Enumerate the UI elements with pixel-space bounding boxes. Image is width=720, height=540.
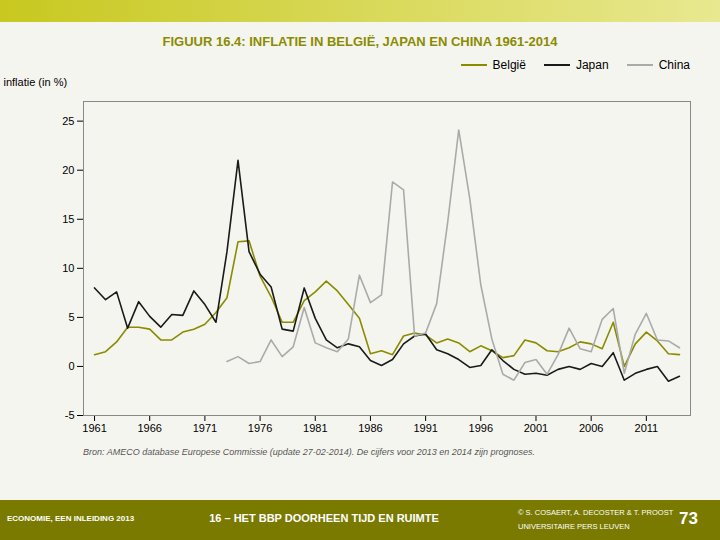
svg-text:20: 20 bbox=[62, 164, 74, 176]
svg-text:15: 15 bbox=[62, 213, 74, 225]
svg-text:1986: 1986 bbox=[358, 422, 382, 434]
svg-text:-5: -5 bbox=[65, 409, 75, 421]
svg-text:2001: 2001 bbox=[524, 422, 548, 434]
svg-text:1961: 1961 bbox=[82, 422, 106, 434]
svg-text:2006: 2006 bbox=[579, 422, 603, 434]
svg-text:10: 10 bbox=[62, 262, 74, 274]
html-text:© S. COSAERT, A. DECOSTER & T.: © S. COSAERT, A. DECOSTER & T. PROOST bbox=[518, 508, 674, 517]
html-text:Japan: Japan bbox=[575, 58, 609, 72]
html-text:China: China bbox=[658, 58, 690, 72]
html-text:FIGUUR 16.4: INFLATIE IN BELGI: FIGUUR 16.4: INFLATIE IN BELGIË, JAPAN E… bbox=[162, 34, 558, 49]
html-text:16 – HET BBP DOORHEEN TIJD EN: 16 – HET BBP DOORHEEN TIJD EN RUIMTE bbox=[209, 512, 439, 524]
html-text:UNIVERSITAIRE PERS LEUVEN: UNIVERSITAIRE PERS LEUVEN bbox=[518, 522, 630, 531]
svg-text:1971: 1971 bbox=[193, 422, 217, 434]
svg-text:1991: 1991 bbox=[413, 422, 437, 434]
svg-text:1976: 1976 bbox=[248, 422, 272, 434]
svg-text:inflatie (in %): inflatie (in %) bbox=[4, 76, 68, 88]
html-text:73: 73 bbox=[679, 509, 698, 528]
svg-text:1966: 1966 bbox=[137, 422, 161, 434]
svg-text:2011: 2011 bbox=[635, 422, 659, 434]
svg-text:1981: 1981 bbox=[303, 422, 327, 434]
html-text:België: België bbox=[492, 58, 526, 72]
svg-text:5: 5 bbox=[68, 311, 74, 323]
svg-text:25: 25 bbox=[62, 115, 74, 127]
svg-text:1996: 1996 bbox=[469, 422, 493, 434]
html-text:ECONOMIE, EEN INLEIDING 2013: ECONOMIE, EEN INLEIDING 2013 bbox=[7, 514, 135, 523]
html-text:Bron: AMECO database Europese: Bron: AMECO database Europese Commissie … bbox=[83, 447, 535, 457]
svg-text:0: 0 bbox=[68, 360, 74, 372]
